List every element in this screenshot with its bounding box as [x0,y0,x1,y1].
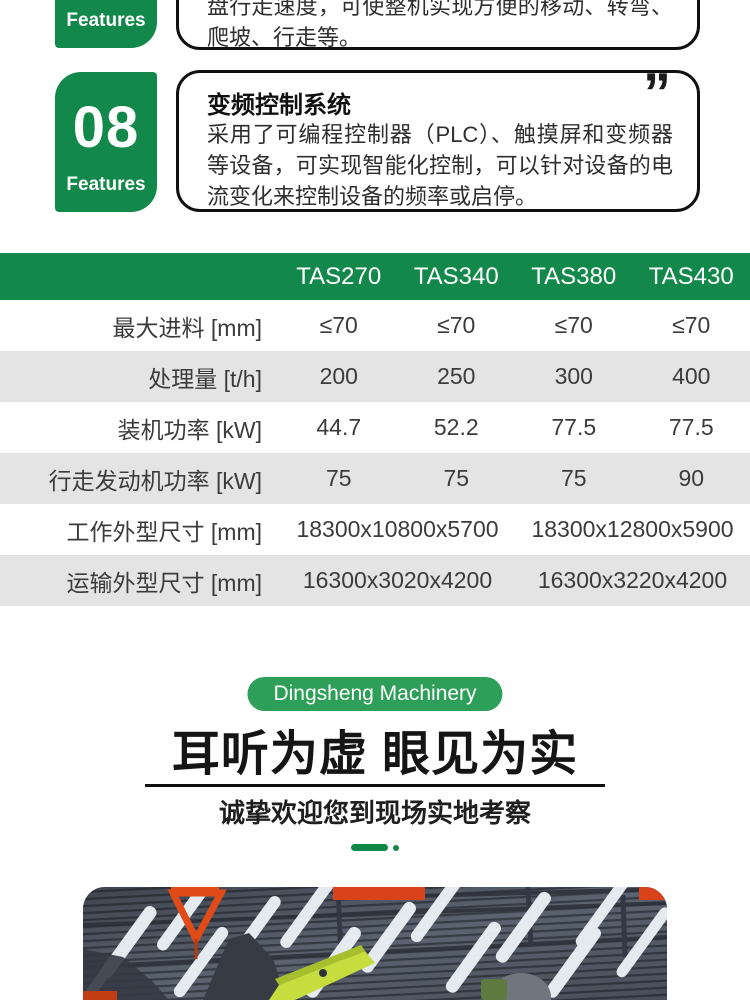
spec-value: 400 [672,363,711,389]
spec-value: 18300x12800x5900 [531,516,734,542]
feature-badge-label: Features [66,174,146,195]
table-row: 装机功率 [kW] 44.7 52.2 77.5 77.5 [0,402,750,453]
quote-icon: ” [643,61,671,124]
header-empty-cell [0,253,280,300]
feature-body-text: 盘行走速度，可使整机实现方便的移动、转弯、爬坡、行走等。 [207,0,673,50]
spec-value: ≤70 [437,312,476,338]
feature-body-text: 采用了可编程控制器（PLC）、触摸屏和变频器等设备，可实现智能化控制，可以针对设… [207,122,673,209]
spec-value: ≤70 [672,312,711,338]
spec-value: 77.5 [551,414,597,440]
spec-value: 75 [443,465,470,491]
table-row: 处理量 [t/h] 200 250 300 400 [0,351,750,402]
table-row: 最大进料 [mm] ≤70 ≤70 ≤70 ≤70 [0,300,750,351]
spec-table: TAS270 TAS340 TAS380 TAS430 最大进料 [mm] ≤7… [0,253,750,606]
feature-textbox-partial: 盘行走速度，可使整机实现方便的移动、转弯、爬坡、行走等。 [176,0,700,50]
spec-table-header-row: TAS270 TAS340 TAS380 TAS430 [0,253,750,300]
spec-value: 75 [325,465,352,491]
table-row: 运输外型尺寸 [mm] 16300x3020x4200 16300x3220x4… [0,555,750,606]
spec-value: 16300x3220x4200 [537,567,728,593]
spec-value: ≤70 [319,312,358,338]
model-header: TAS340 [413,262,499,290]
spec-value: 77.5 [668,414,714,440]
spec-value: 18300x10800x5700 [296,516,499,542]
factory-interior-photo [83,887,667,1000]
feature-badge-partial: Features [55,0,157,48]
dot-icon [393,844,399,851]
feature-number: 08 [72,95,140,160]
spec-value: 52.2 [433,414,479,440]
feature-title: 变频控制系统 [207,92,351,119]
model-header: TAS430 [648,262,734,290]
headline-divider [145,784,605,787]
feature-textbox-08: 变频控制系统 ” 采用了可编程控制器（PLC）、触摸屏和变频器等设备，可实现智能… [176,65,700,212]
spec-value: 90 [678,465,705,491]
feature-badge-08: 08 Features [55,72,157,212]
spec-value: 200 [319,363,358,389]
feature-badge-label: Features [66,10,146,31]
model-header: TAS380 [531,262,617,290]
table-row: 行走发动机功率 [kW] 75 75 75 90 [0,453,750,504]
visit-subline: 诚挚欢迎您到现场实地考察 [218,798,531,828]
row-label: 最大进料 [mm] [112,314,263,341]
model-header: TAS270 [296,262,382,290]
dash-icon [351,844,388,851]
factory-photo-illustration [83,887,667,1000]
spec-value: 250 [437,363,476,389]
table-row: 工作外型尺寸 [mm] 18300x10800x5700 18300x12800… [0,504,750,555]
row-label: 装机功率 [kW] [117,416,262,443]
row-label: 行走发动机功率 [kW] [48,467,262,494]
section-divider [0,844,750,851]
row-label: 处理量 [t/h] [148,365,262,392]
spec-value: 300 [554,363,593,389]
spec-value: 16300x3020x4200 [302,567,493,593]
spec-value: ≤70 [554,312,593,338]
spec-value: 44.7 [316,414,362,440]
brand-badge: Dingsheng Machinery [247,677,503,711]
row-label: 运输外型尺寸 [mm] [66,569,263,596]
visit-headline: 耳听为虚 眼见为实 [171,728,579,781]
row-label: 工作外型尺寸 [mm] [66,518,263,545]
spec-value: 75 [560,465,587,491]
